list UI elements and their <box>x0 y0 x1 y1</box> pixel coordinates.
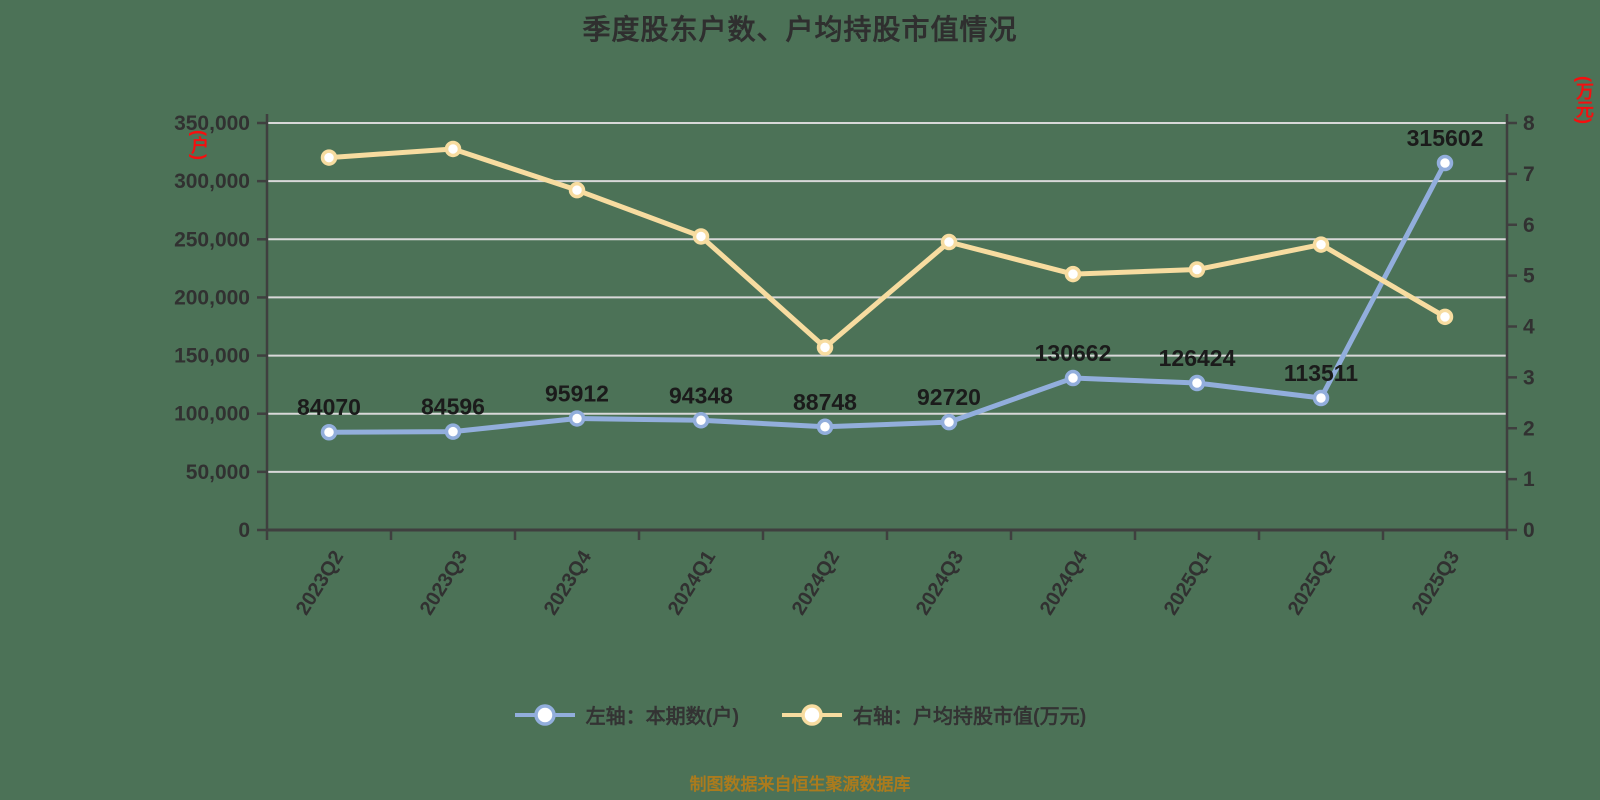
data-point-marker[interactable] <box>692 228 710 245</box>
x-tick-label: 2023Q2 <box>292 547 348 619</box>
data-point-marker[interactable] <box>692 412 710 429</box>
legend-item-market-value[interactable]: 右轴：户均持股市值(万元) <box>781 700 1086 729</box>
data-point-marker[interactable] <box>320 423 338 441</box>
y-tick-label-left: 100,000 <box>174 403 250 426</box>
data-point-marker[interactable] <box>444 423 462 440</box>
y-tick-label-right: 0 <box>1523 519 1535 542</box>
legend-marker-market-value-icon <box>782 703 842 726</box>
y-tick-label-left: 150,000 <box>174 345 250 368</box>
y-tick-label-left: 50,000 <box>186 461 250 484</box>
legend-label-market-value: 右轴：户均持股市值(万元) <box>853 706 1087 728</box>
data-label: 88748 <box>793 389 857 415</box>
chart-title: 季度股东户数、户均持股市值情况 <box>582 14 1018 45</box>
data-point-marker[interactable] <box>1188 374 1206 392</box>
series-line-market-value <box>326 146 1448 350</box>
chart-plot-area: 0 50,000 100,000 150,000 200,000 250,000 300,0… <box>174 76 1595 619</box>
data-point-marker[interactable] <box>816 339 834 356</box>
x-tick-label: 2024Q4 <box>1036 546 1093 619</box>
legend-label-shareholders: 左轴：本期数(户) <box>585 706 739 728</box>
y-tick-label-right: 4 <box>1523 316 1535 339</box>
data-point-marker[interactable] <box>816 418 834 436</box>
y-tick-label-left: 0 <box>238 519 250 542</box>
y-tick-label-right: 7 <box>1523 163 1535 186</box>
data-point-marker[interactable] <box>940 233 958 251</box>
data-point-marker[interactable] <box>568 410 586 427</box>
right-axis-unit-label: (万元) <box>1574 76 1595 124</box>
data-label: 315602 <box>1407 125 1484 151</box>
left-axis-unit-label: (户) <box>189 130 209 160</box>
data-label: 94348 <box>669 382 733 408</box>
y-tick-label-left: 300,000 <box>174 170 250 193</box>
y-tick-label-right: 8 <box>1523 112 1535 135</box>
data-point-marker[interactable] <box>568 181 586 199</box>
data-point-marker[interactable] <box>1312 389 1330 407</box>
y-tick-label-right: 1 <box>1523 468 1535 491</box>
x-tick-label: 2023Q3 <box>416 547 472 619</box>
data-point-marker[interactable] <box>444 140 462 158</box>
x-tick-label: 2025Q2 <box>1284 547 1340 619</box>
x-tick-label: 2024Q1 <box>664 547 720 619</box>
y-tick-label-right: 5 <box>1523 265 1535 288</box>
series-line-shareholders <box>326 160 1448 435</box>
data-point-marker[interactable] <box>1436 308 1454 326</box>
y-tick-label-right: 3 <box>1523 366 1535 389</box>
data-label: 113511 <box>1284 360 1358 386</box>
data-label: 84070 <box>297 394 361 420</box>
y-tick-label-left: 200,000 <box>174 286 250 309</box>
data-label: 92720 <box>917 384 981 410</box>
y-tick-label-right: 2 <box>1523 417 1535 440</box>
data-source-note: 制图数据来自恒生聚源数据库 <box>689 775 911 794</box>
data-point-marker[interactable] <box>1064 265 1082 283</box>
x-tick-label: 2025Q3 <box>1408 547 1464 619</box>
y-tick-label-left: 250,000 <box>174 228 250 251</box>
y-tick-label-right: 6 <box>1523 214 1535 237</box>
data-label: 126424 <box>1159 345 1236 371</box>
data-point-marker[interactable] <box>1312 236 1330 253</box>
data-point-marker[interactable] <box>1436 154 1454 172</box>
legend: 左轴：本期数(户) 右轴：户均持股市值(万元) <box>0 700 1600 729</box>
data-point-marker[interactable] <box>940 413 958 431</box>
data-label: 95912 <box>545 380 609 406</box>
legend-item-shareholders[interactable]: 左轴：本期数(户) <box>514 700 739 729</box>
data-point-marker[interactable] <box>1188 261 1206 278</box>
y-tick-label-left: 350,000 <box>174 112 250 135</box>
x-tick-label: 2025Q1 <box>1160 547 1216 619</box>
data-point-marker[interactable] <box>1064 369 1082 387</box>
x-tick-label: 2024Q3 <box>912 547 968 619</box>
legend-marker-shareholders-icon <box>514 703 575 726</box>
data-label: 130662 <box>1035 340 1112 366</box>
data-label: 84596 <box>421 394 485 420</box>
x-tick-label: 2023Q4 <box>540 546 597 619</box>
x-tick-label: 2024Q2 <box>788 547 844 619</box>
data-point-marker[interactable] <box>320 149 338 166</box>
